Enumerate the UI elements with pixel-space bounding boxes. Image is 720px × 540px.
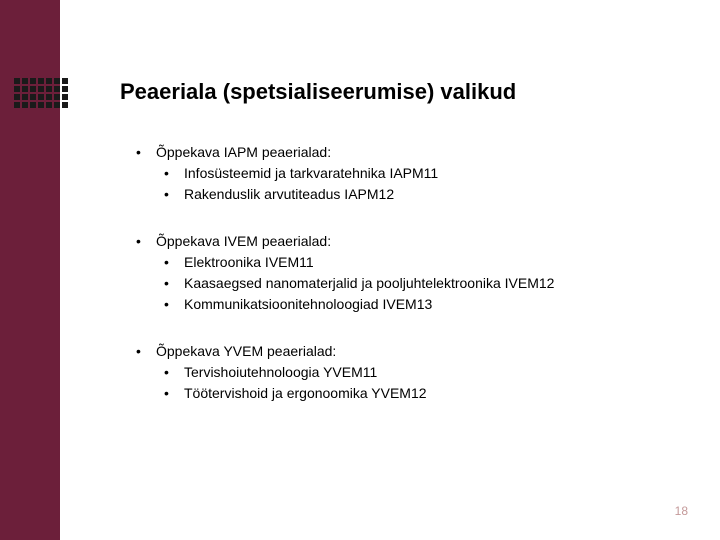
grid-cell	[46, 102, 52, 108]
list-item: Tervishoiutehnoloogia YVEM11	[164, 362, 680, 383]
grid-cell	[38, 94, 44, 100]
grid-cell	[22, 102, 28, 108]
list-item: Töötervishoid ja ergonoomika YVEM12	[164, 383, 680, 404]
section-items: Elektroonika IVEM11 Kaasaegsed nanomater…	[164, 252, 680, 315]
slide-title: Peaeriala (spetsialiseerumise) valikud	[120, 78, 680, 106]
section-2: Õppekava IVEM peaerialad: Elektroonika I…	[136, 231, 680, 315]
grid-cell	[14, 102, 20, 108]
list-item: Kaasaegsed nanomaterjalid ja pooljuhtele…	[164, 273, 680, 294]
grid-cell	[62, 86, 68, 92]
grid-cell	[46, 94, 52, 100]
page-number: 18	[675, 504, 688, 518]
grid-cell	[30, 78, 36, 84]
grid-cell	[62, 94, 68, 100]
list-item: Infosüsteemid ja tarkvaratehnika IAPM11	[164, 163, 680, 184]
grid-cell	[22, 78, 28, 84]
grid-cell	[14, 94, 20, 100]
list-item: Rakenduslik arvutiteadus IAPM12	[164, 184, 680, 205]
grid-cell	[46, 86, 52, 92]
grid-cell	[38, 86, 44, 92]
grid-cell	[54, 86, 60, 92]
grid-logo	[14, 78, 68, 108]
section-heading: Õppekava IVEM peaerialad:	[136, 231, 680, 252]
list-item: Kommunikatsioonitehnoloogiad IVEM13	[164, 294, 680, 315]
grid-cell	[54, 78, 60, 84]
grid-cell	[14, 86, 20, 92]
list-item: Elektroonika IVEM11	[164, 252, 680, 273]
bullet-list: Õppekava IAPM peaerialad: Infosüsteemid …	[120, 142, 680, 404]
grid-cell	[22, 86, 28, 92]
grid-cell	[62, 102, 68, 108]
grid-cell	[14, 78, 20, 84]
grid-cell	[38, 78, 44, 84]
grid-cell	[38, 102, 44, 108]
grid-cell	[30, 94, 36, 100]
section-heading: Õppekava YVEM peaerialad:	[136, 341, 680, 362]
slide-content: Peaeriala (spetsialiseerumise) valikud Õ…	[120, 78, 680, 430]
grid-cell	[54, 102, 60, 108]
grid-cell	[62, 78, 68, 84]
section-3: Õppekava YVEM peaerialad: Tervishoiutehn…	[136, 341, 680, 404]
grid-cell	[46, 78, 52, 84]
grid-cell	[30, 86, 36, 92]
grid-cell	[54, 94, 60, 100]
section-items: Infosüsteemid ja tarkvaratehnika IAPM11 …	[164, 163, 680, 205]
grid-cell	[30, 102, 36, 108]
section-items: Tervishoiutehnoloogia YVEM11 Töötervisho…	[164, 362, 680, 404]
section-1: Õppekava IAPM peaerialad: Infosüsteemid …	[136, 142, 680, 205]
grid-cell	[22, 94, 28, 100]
section-heading: Õppekava IAPM peaerialad:	[136, 142, 680, 163]
